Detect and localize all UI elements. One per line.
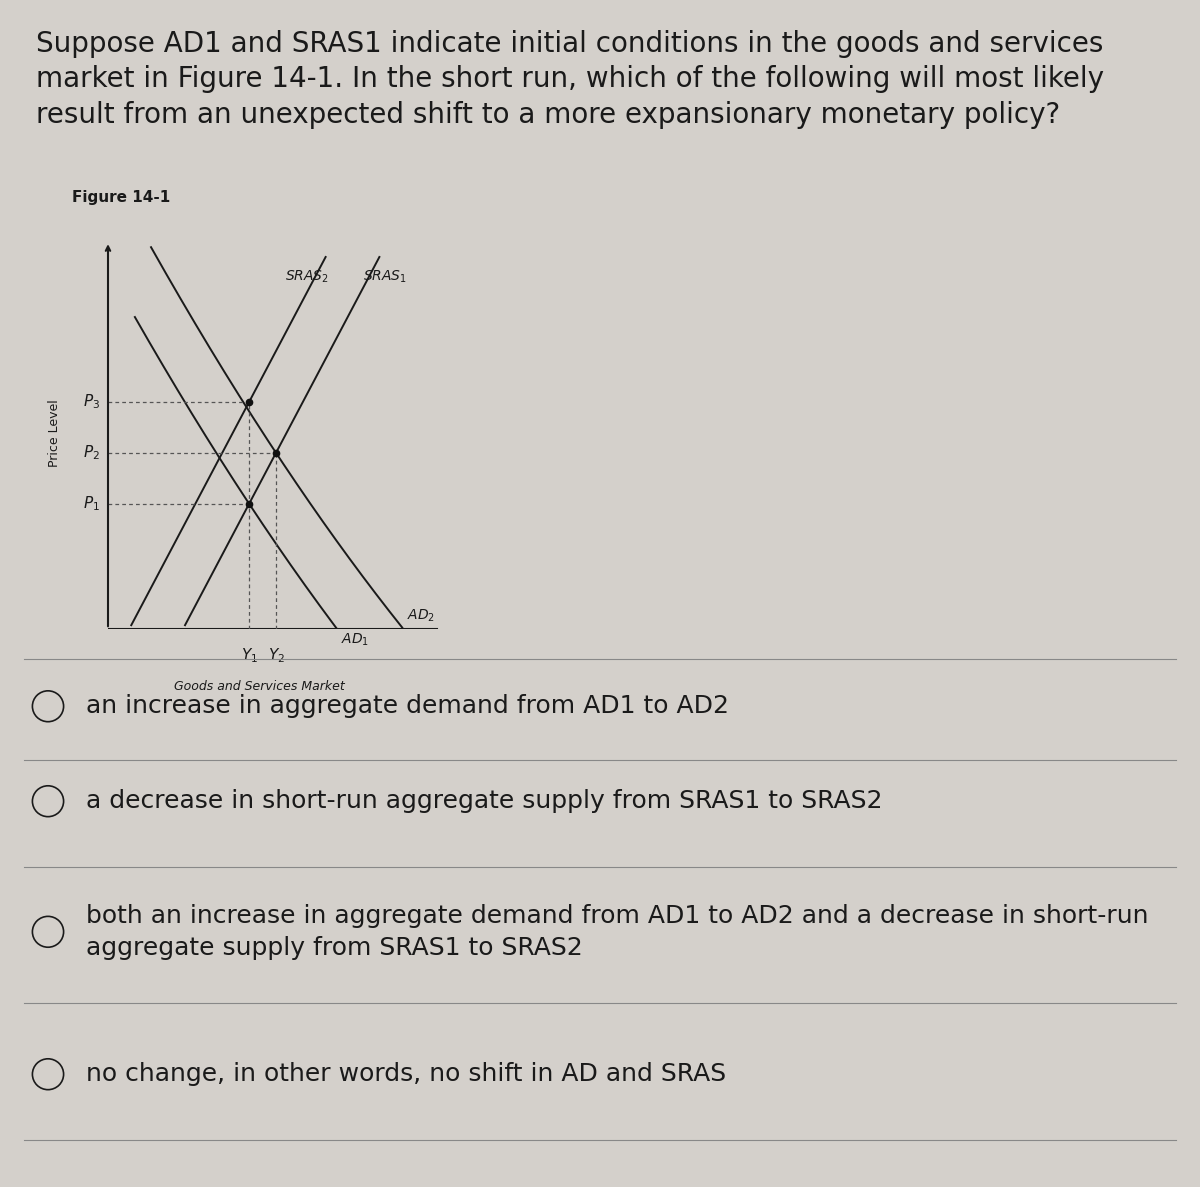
Text: Goods and Services Market: Goods and Services Market: [174, 680, 344, 693]
Text: $SRAS_2$: $SRAS_2$: [286, 268, 329, 285]
Text: Price Level: Price Level: [48, 399, 61, 468]
Text: $Y_2$: $Y_2$: [268, 647, 284, 666]
Text: a decrease in short-run aggregate supply from SRAS1 to SRAS2: a decrease in short-run aggregate supply…: [86, 789, 883, 813]
Text: $Y_1$: $Y_1$: [241, 647, 258, 666]
Text: both an increase in aggregate demand from AD1 to AD2 and a decrease in short-run: both an increase in aggregate demand fro…: [86, 904, 1148, 959]
Text: Figure 14-1: Figure 14-1: [72, 190, 170, 205]
Text: $P_1$: $P_1$: [83, 495, 100, 513]
Text: $AD_2$: $AD_2$: [407, 608, 436, 623]
Text: an increase in aggregate demand from AD1 to AD2: an increase in aggregate demand from AD1…: [86, 694, 730, 718]
Text: $SRAS_1$: $SRAS_1$: [362, 268, 407, 285]
Text: no change, in other words, no shift in AD and SRAS: no change, in other words, no shift in A…: [86, 1062, 726, 1086]
Text: $P_2$: $P_2$: [83, 444, 100, 462]
Text: Suppose AD1 and SRAS1 indicate initial conditions in the goods and services: Suppose AD1 and SRAS1 indicate initial c…: [36, 30, 1103, 58]
Text: market in Figure 14-1. In the short run, which of the following will most likely: market in Figure 14-1. In the short run,…: [36, 65, 1104, 94]
Text: result from an unexpected shift to a more expansionary monetary policy?: result from an unexpected shift to a mor…: [36, 101, 1061, 129]
Text: $AD_1$: $AD_1$: [341, 631, 370, 648]
Text: $P_3$: $P_3$: [83, 393, 100, 411]
